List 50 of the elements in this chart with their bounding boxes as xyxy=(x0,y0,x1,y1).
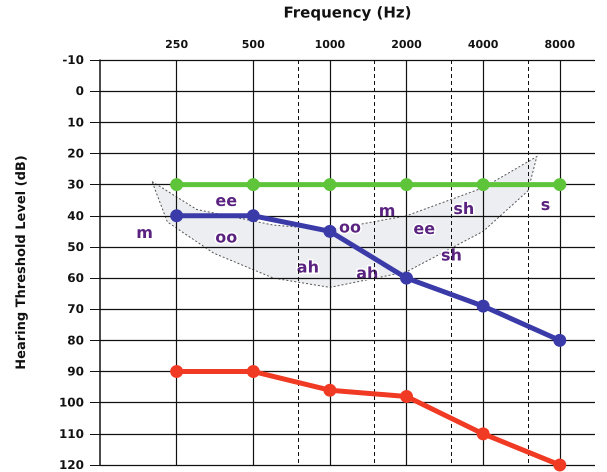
y-tick-label: 10 xyxy=(67,115,84,130)
point xyxy=(323,384,336,397)
point xyxy=(476,300,490,313)
y-tick-label: 0 xyxy=(76,84,84,98)
point xyxy=(553,458,566,472)
annotation: m xyxy=(136,223,153,242)
point xyxy=(400,178,414,192)
point xyxy=(400,272,414,285)
y-tick-label: 110 xyxy=(58,426,84,441)
annotation: oo xyxy=(215,227,238,246)
annotation: ee xyxy=(413,219,436,238)
y-tick-label: 40 xyxy=(67,208,84,223)
point xyxy=(170,365,184,378)
point xyxy=(246,365,260,378)
y-tick-label: 20 xyxy=(67,146,84,160)
point xyxy=(170,178,184,192)
point xyxy=(246,209,260,222)
x-tick-label: 4000 xyxy=(468,38,499,51)
point xyxy=(476,427,490,440)
y-tick-label: 120 xyxy=(58,458,84,472)
x-tick-label: 2000 xyxy=(391,38,422,51)
annotation: sh xyxy=(453,198,474,218)
y-tick-label: 90 xyxy=(67,364,84,379)
x-tick-label: 250 xyxy=(165,38,188,51)
y-tick-label: -10 xyxy=(62,53,84,67)
annotation: m xyxy=(378,200,396,220)
point xyxy=(476,178,490,192)
annotation: oo xyxy=(339,218,361,236)
annotation: ah xyxy=(296,258,319,277)
point xyxy=(553,334,566,347)
x-axis-title: Frequency (Hz) xyxy=(283,4,412,22)
y-tick-label: 100 xyxy=(58,396,84,410)
x-tick-label: 1000 xyxy=(314,38,346,51)
y-tick-label: 50 xyxy=(67,240,84,254)
annotation: sh xyxy=(440,246,462,264)
y-tick-label: 70 xyxy=(67,302,84,316)
x-tick-label: 8000 xyxy=(544,38,576,51)
annotation: ee xyxy=(215,190,238,210)
x-tick-label: 500 xyxy=(242,38,266,51)
y-tick-label: 60 xyxy=(67,271,84,286)
point xyxy=(323,178,336,192)
point xyxy=(246,178,260,192)
point xyxy=(400,390,414,403)
annotation: s xyxy=(540,194,550,214)
point xyxy=(323,224,336,238)
y-axis-title: Hearing Threshold Level (dB) xyxy=(14,155,29,370)
y-tick-label: 30 xyxy=(67,178,84,192)
point xyxy=(170,209,184,222)
y-tick-label: 80 xyxy=(67,333,84,348)
point xyxy=(553,178,566,192)
